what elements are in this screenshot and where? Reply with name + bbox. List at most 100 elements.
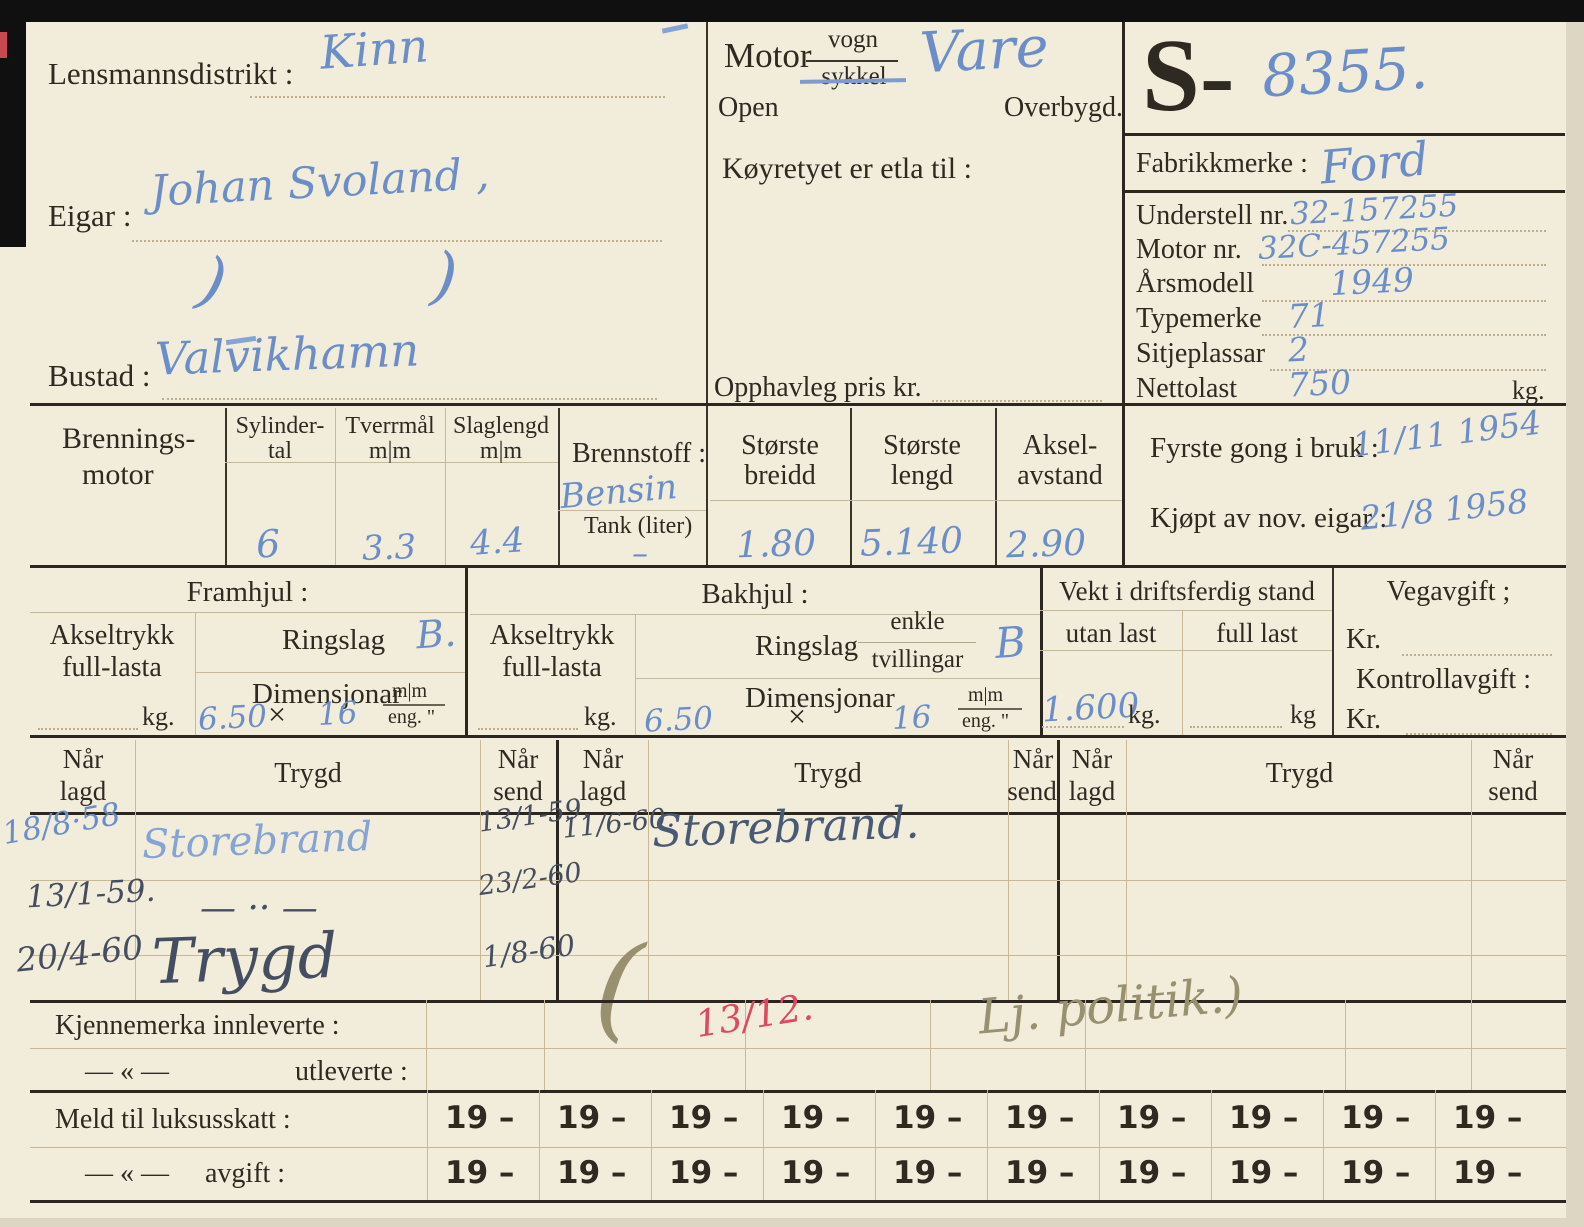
seats-label: Sitjeplassar xyxy=(1136,338,1266,369)
rule xyxy=(930,1000,931,1090)
road-tax-label: Vegavgift ; xyxy=(1386,576,1511,607)
year-cell: 19 – xyxy=(1117,1155,1187,1191)
purpose-label: Køyretyet er etla til : xyxy=(722,152,972,185)
bought-value: 21/8 1958 xyxy=(1358,481,1531,538)
year-label: Årsmodell xyxy=(1136,268,1255,299)
control-tax-line xyxy=(1406,733,1552,735)
col-when-filed: Når xyxy=(582,744,624,774)
plate-prefix: S- xyxy=(1142,18,1235,133)
cylinders-value: 6 xyxy=(254,521,282,567)
control-tax-label: Kontrollavgift : xyxy=(1356,664,1531,695)
ins-row2-filed: 13/1-59. xyxy=(25,872,157,916)
year-cell: 19 – xyxy=(1453,1100,1523,1136)
rule xyxy=(635,614,636,735)
make-label: Fabrikkmerke : xyxy=(1136,148,1308,179)
rule xyxy=(225,462,558,463)
front-wheels-title: Framhjul : xyxy=(186,576,309,608)
rule xyxy=(806,60,898,62)
rule xyxy=(1471,1000,1472,1090)
rule xyxy=(1040,610,1332,611)
rule xyxy=(1435,1090,1436,1200)
weight-full-line xyxy=(1190,726,1282,728)
weight-empty-value: 1.600 xyxy=(1041,685,1141,731)
rear-ring-label: Ringslag xyxy=(755,630,859,662)
luxury-fee-label: avgift : xyxy=(205,1158,286,1189)
front-dim-value2: 16 xyxy=(317,694,359,734)
owner-value: Johan Svoland , xyxy=(148,149,491,217)
pencil-paren: ( xyxy=(589,918,648,1056)
residence-line xyxy=(162,398,657,400)
year-value: 1949 xyxy=(1329,259,1415,304)
col-when-sent2: send xyxy=(493,776,543,806)
rule xyxy=(745,1000,746,1090)
rear-axle-line xyxy=(478,728,578,730)
col-insurance: Trygd xyxy=(274,758,342,789)
rule xyxy=(195,672,465,673)
rule xyxy=(427,1090,428,1200)
front-dim-label: Dimensjonar xyxy=(252,678,402,710)
rule xyxy=(1125,190,1565,193)
rule xyxy=(558,408,560,565)
type-line xyxy=(1262,334,1546,336)
rule xyxy=(706,22,708,565)
ins-row3-sent: 1/8-60 xyxy=(480,927,578,975)
road-tax-line xyxy=(1402,654,1552,656)
rule xyxy=(135,740,136,1000)
rule xyxy=(470,614,1040,615)
front-ring-label: Ringslag xyxy=(282,624,386,656)
weight-empty-label: utan last xyxy=(1065,618,1157,648)
front-axle-label: Akseltrykk xyxy=(49,620,175,651)
rule xyxy=(383,704,445,706)
rear-dim-value2: 16 xyxy=(891,698,933,738)
rear-ring-value: B xyxy=(993,616,1028,669)
cylinders-label2: tal xyxy=(268,438,292,464)
rule xyxy=(195,612,196,735)
rule xyxy=(1332,568,1334,735)
rule xyxy=(30,612,465,613)
rear-axle-label2: full-lasta xyxy=(502,652,602,683)
col-when-filed: Når xyxy=(1071,744,1113,774)
weight-title: Vekt i driftsferdig stand xyxy=(1059,576,1315,606)
rule xyxy=(648,740,649,1000)
max-length-label2: lengd xyxy=(890,460,954,491)
col-when-sent2: send xyxy=(1007,776,1057,806)
type-label: Typemerke xyxy=(1136,303,1262,334)
year-cell: 19 – xyxy=(893,1155,963,1191)
year-cell: 19 – xyxy=(781,1155,851,1191)
rule xyxy=(30,1000,1566,1003)
cylinders-label: Sylinder- xyxy=(235,413,325,439)
plates-out-dash: — « — xyxy=(85,1056,169,1087)
rule xyxy=(225,408,227,565)
tank-value: – xyxy=(632,534,648,572)
first-use-value: 11/11 1954 xyxy=(1350,402,1544,465)
rule xyxy=(30,812,1566,815)
rule xyxy=(30,1147,1566,1148)
col-when-sent: Når xyxy=(497,744,539,774)
rule xyxy=(1126,740,1127,1000)
fuel-label: Brennstoff : xyxy=(572,438,707,469)
year-cell: 19 – xyxy=(1117,1100,1187,1136)
chassis-line xyxy=(1288,230,1546,232)
scan-edge-top xyxy=(0,0,1584,22)
rule xyxy=(1182,610,1183,735)
col-when-sent: Når xyxy=(1492,744,1534,774)
col-when-filed2: lagd xyxy=(59,776,107,806)
front-dim-mm: m|m xyxy=(392,680,428,702)
rule xyxy=(958,708,1022,710)
plates-red-note: 13/12. xyxy=(692,985,817,1046)
residence-label: Bustad : xyxy=(48,358,151,393)
residence-value: Valvikhamn xyxy=(154,323,420,386)
bore-value: 3.3 xyxy=(361,527,417,569)
overbygd-label: Overbygd. xyxy=(1004,92,1123,123)
rule xyxy=(30,955,1566,956)
year-cell: 19 – xyxy=(893,1100,963,1136)
year-cell: 19 – xyxy=(557,1100,627,1136)
engine-no-label: Motor nr. xyxy=(1136,234,1242,265)
max-width-label2: breidd xyxy=(744,460,816,491)
rule xyxy=(30,735,1566,738)
price-label: Opphavleg pris kr. xyxy=(714,372,922,403)
wheelbase-label: Aksel- xyxy=(1022,430,1098,461)
owner-line xyxy=(132,240,662,242)
year-cell: 19 – xyxy=(1229,1100,1299,1136)
rule xyxy=(875,1090,876,1200)
